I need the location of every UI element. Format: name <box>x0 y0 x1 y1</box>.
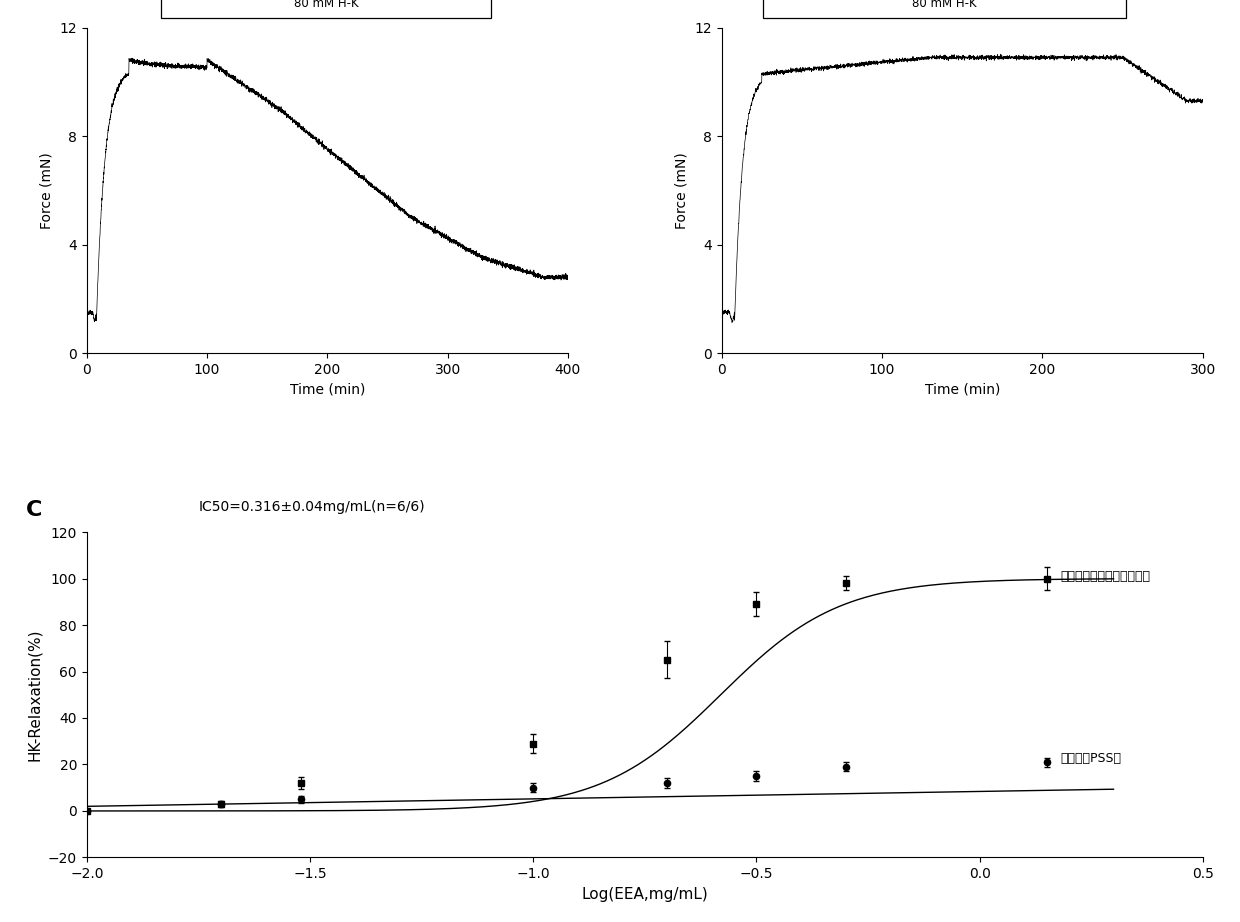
Y-axis label: Force (mN): Force (mN) <box>675 152 689 229</box>
Text: 对照组（PSS）: 对照组（PSS） <box>1060 752 1121 765</box>
X-axis label: Time (min): Time (min) <box>925 383 999 396</box>
Text: 80 mM H-K: 80 mM H-K <box>294 0 358 10</box>
Y-axis label: HK-Relaxation(%): HK-Relaxation(%) <box>27 629 42 761</box>
Bar <box>763 0 1126 18</box>
Text: C: C <box>26 500 42 519</box>
Text: IC50=0.316±0.04mg/mL(n=6/6): IC50=0.316±0.04mg/mL(n=6/6) <box>198 500 425 514</box>
Y-axis label: Force (mN): Force (mN) <box>40 152 53 229</box>
X-axis label: Log(EEA,mg/mL): Log(EEA,mg/mL) <box>582 887 708 902</box>
Text: 实验组（泽泻乙醇提取物）: 实验组（泽泻乙醇提取物） <box>1060 570 1149 583</box>
Bar <box>161 0 491 18</box>
X-axis label: Time (min): Time (min) <box>290 383 365 396</box>
Text: 80 mM H-K: 80 mM H-K <box>911 0 977 10</box>
